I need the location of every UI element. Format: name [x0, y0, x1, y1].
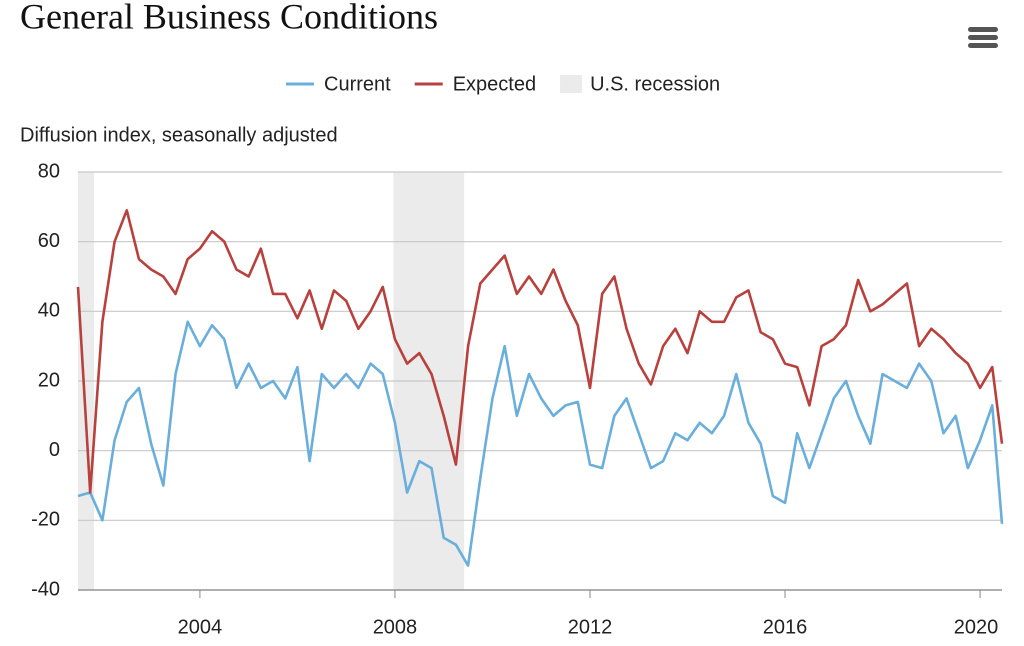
x-tick-label: 2008 [373, 616, 418, 638]
menu-bar [968, 43, 998, 48]
menu-bar [968, 35, 998, 40]
x-tick-label: 2020 [954, 616, 999, 638]
y-tick-label: 40 [38, 300, 60, 322]
legend-label: U.S. recession [590, 73, 720, 95]
y-tick-label: 0 [49, 439, 60, 461]
x-tick-label: 2004 [178, 616, 223, 638]
y-tick-label: 80 [38, 160, 60, 182]
legend-swatch [560, 75, 583, 93]
line-series [77, 320, 1004, 567]
legend-label: Expected [453, 73, 536, 95]
legend-label: Current [324, 73, 391, 95]
y-tick-label: -40 [31, 578, 60, 600]
y-axis-label: Diffusion index, seasonally adjusted [20, 124, 338, 146]
x-tick-label: 2016 [763, 616, 808, 638]
x-tick-label: 2012 [568, 616, 613, 638]
y-tick-label: 60 [38, 230, 60, 252]
y-tick-label: 20 [38, 369, 60, 391]
chart-title: General Business Conditions [20, 0, 438, 36]
y-tick-label: -20 [31, 509, 60, 531]
menu-bar [968, 27, 998, 32]
line-series [76, 209, 1004, 494]
menu-button[interactable] [968, 27, 998, 48]
